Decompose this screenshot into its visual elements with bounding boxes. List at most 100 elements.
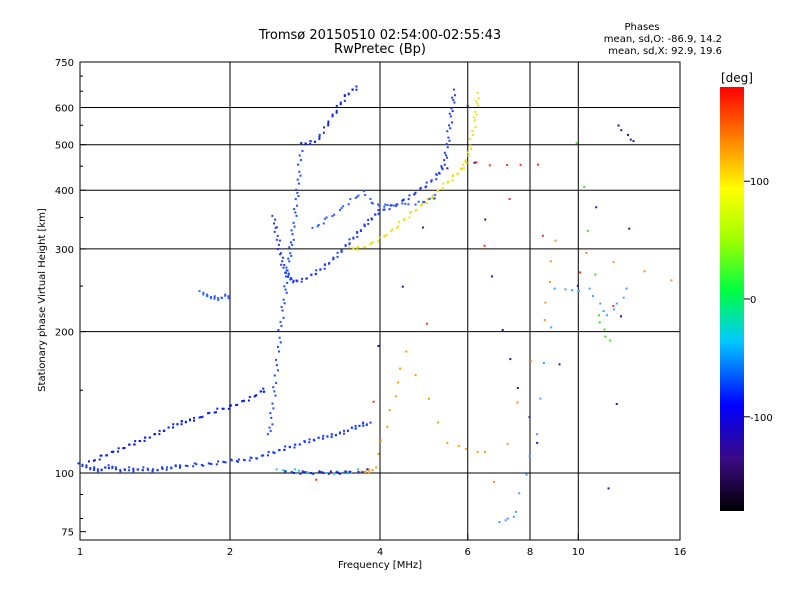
- data-point: [128, 443, 131, 446]
- data-point: [352, 236, 355, 239]
- data-point: [435, 178, 438, 181]
- data-point: [425, 181, 428, 184]
- data-point: [553, 287, 556, 290]
- data-point: [93, 468, 96, 471]
- data-point: [457, 444, 460, 447]
- data-point: [280, 305, 283, 308]
- data-point: [364, 194, 367, 197]
- data-point: [192, 465, 195, 468]
- data-point: [304, 440, 307, 443]
- data-point: [397, 381, 400, 384]
- data-point: [179, 464, 182, 467]
- data-point: [303, 471, 306, 474]
- data-point: [432, 194, 435, 197]
- data-point: [149, 436, 152, 439]
- data-point: [431, 196, 434, 199]
- data-point: [506, 517, 509, 520]
- data-point: [331, 215, 334, 218]
- data-point: [282, 298, 285, 301]
- data-point: [328, 262, 331, 265]
- data-point: [275, 226, 278, 229]
- data-point: [195, 463, 198, 466]
- data-point: [217, 460, 220, 463]
- data-point: [344, 470, 347, 473]
- data-point: [625, 287, 628, 290]
- data-point: [444, 154, 447, 157]
- data-point: [230, 404, 233, 407]
- data-point: [297, 182, 300, 185]
- data-point: [414, 191, 417, 194]
- data-point: [217, 296, 220, 299]
- data-point: [184, 421, 187, 424]
- data-point: [297, 195, 300, 198]
- data-point: [287, 273, 290, 276]
- data-point: [309, 140, 312, 143]
- data-point: [313, 439, 316, 442]
- data-point: [399, 367, 402, 370]
- data-point: [362, 424, 365, 427]
- data-point: [323, 267, 326, 270]
- data-point: [115, 467, 118, 470]
- data-point: [247, 399, 250, 402]
- data-point: [271, 214, 274, 217]
- data-point: [315, 478, 318, 481]
- data-point: [202, 291, 205, 294]
- data-point: [186, 464, 189, 467]
- data-point: [409, 210, 412, 213]
- data-point: [586, 229, 589, 232]
- data-point: [390, 204, 393, 207]
- data-point: [269, 429, 272, 432]
- data-point: [273, 374, 276, 377]
- data-point: [493, 480, 496, 483]
- data-point: [451, 110, 454, 113]
- data-point: [438, 171, 441, 174]
- data-point: [367, 218, 370, 221]
- data-point: [202, 464, 205, 467]
- data-point: [617, 124, 620, 127]
- data-point: [85, 465, 88, 468]
- data-point: [349, 198, 352, 201]
- data-point: [484, 450, 487, 453]
- data-point: [377, 212, 380, 215]
- data-point: [180, 420, 183, 423]
- phases-header: Phases: [624, 22, 659, 33]
- data-point: [325, 216, 328, 219]
- data-point: [468, 138, 471, 141]
- data-point: [165, 468, 168, 471]
- data-point: [297, 163, 300, 166]
- data-point: [206, 412, 209, 415]
- data-point: [356, 248, 359, 251]
- data-point: [544, 301, 547, 304]
- data-point: [377, 209, 380, 212]
- data-point: [425, 185, 428, 188]
- data-point: [165, 466, 168, 469]
- data-point: [477, 97, 480, 100]
- data-point: [271, 402, 274, 405]
- data-point: [293, 225, 296, 228]
- data-point: [443, 163, 446, 166]
- data-point: [283, 285, 286, 288]
- data-point: [464, 160, 467, 163]
- data-point: [464, 159, 467, 162]
- data-point: [356, 246, 359, 249]
- data-point: [452, 174, 455, 177]
- data-point: [417, 200, 420, 203]
- data-point: [437, 189, 440, 192]
- data-point: [143, 439, 146, 442]
- data-point: [535, 433, 538, 436]
- data-point: [193, 416, 196, 419]
- data-point: [498, 521, 501, 524]
- data-point: [305, 277, 308, 280]
- y-axis-label: Stationary phase Virtual Height [km]: [37, 208, 48, 392]
- data-point: [132, 467, 135, 470]
- data-point: [435, 173, 438, 176]
- data-point: [292, 471, 295, 474]
- data-point: [448, 112, 451, 115]
- data-point: [301, 277, 304, 280]
- data-point: [443, 159, 446, 162]
- data-point: [250, 456, 253, 459]
- data-point: [474, 99, 477, 102]
- data-point: [158, 429, 161, 432]
- data-point: [262, 387, 265, 390]
- data-point: [289, 241, 292, 244]
